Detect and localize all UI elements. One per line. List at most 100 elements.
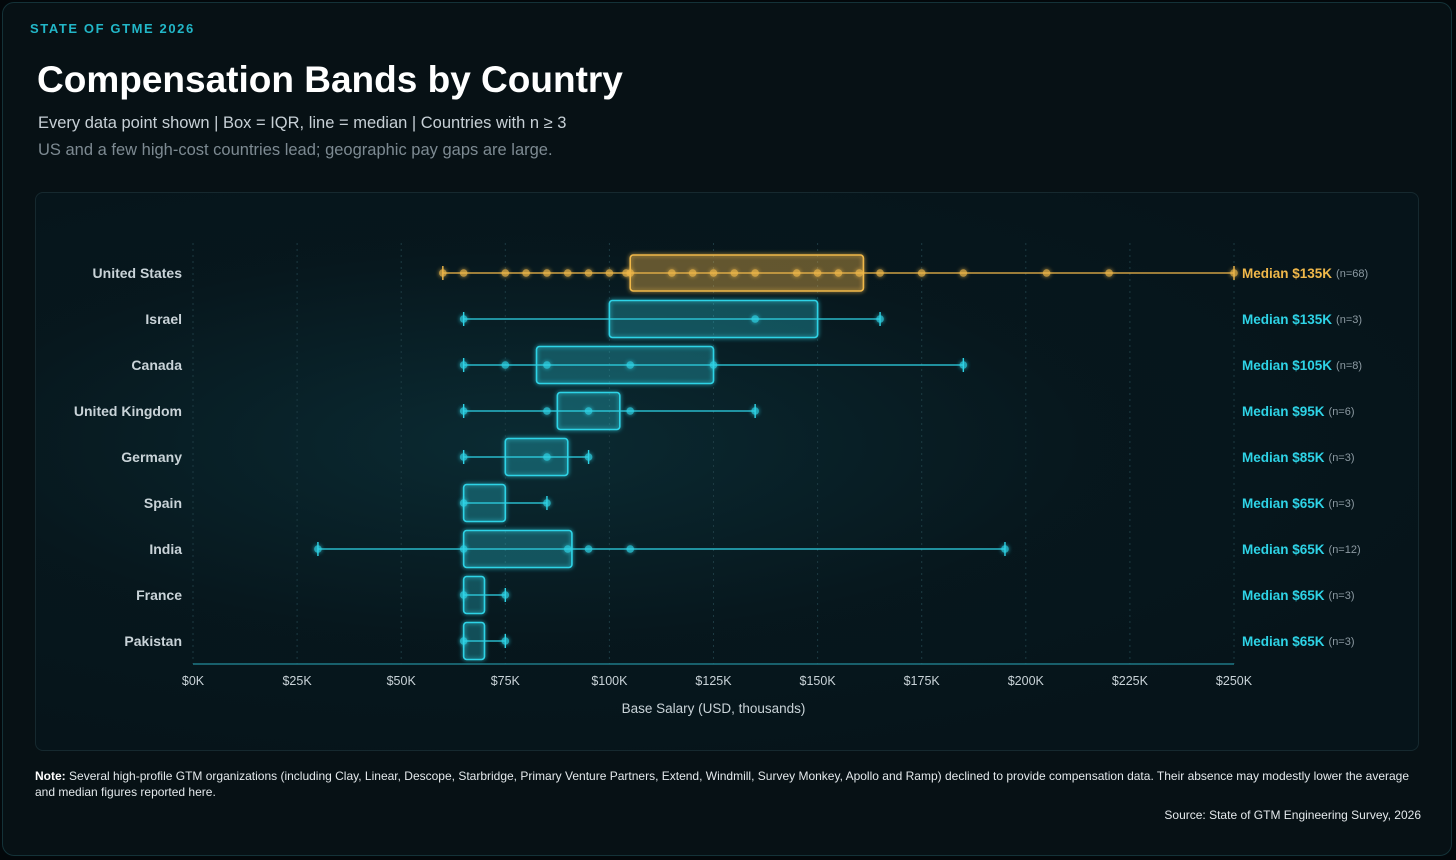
country-label: Pakistan (124, 633, 182, 649)
data-point (1042, 269, 1051, 277)
footnote-text: Several high-profile GTM organizations (… (35, 769, 1410, 799)
data-point (688, 269, 697, 277)
country-row-2: Canada Median $105K (n=8) (131, 345, 1362, 385)
data-point (813, 269, 822, 277)
data-point (626, 545, 635, 553)
data-point (459, 315, 468, 323)
data-point (584, 269, 593, 277)
chart-subtitle: Every data point shown | Box = IQR, line… (38, 114, 567, 132)
data-point (543, 269, 551, 277)
x-tick-label-9: $225K (1112, 674, 1149, 688)
x-tick-label-3: $75K (491, 674, 521, 688)
report-eyebrow: STATE OF GTME 2026 (30, 21, 195, 36)
country-label: United States (93, 265, 183, 281)
iqr-box (629, 254, 865, 292)
median-label: Median $135K (1242, 312, 1332, 327)
box-plot-chart: $0K $25K $50K $75K $100K $125K $150K $175K $200K… (74, 243, 1368, 716)
median-label: Median $135K (1242, 266, 1332, 281)
median-label: Median $95K (1242, 404, 1325, 419)
data-point (543, 407, 551, 415)
data-point (563, 545, 572, 553)
data-point (792, 269, 801, 277)
country-label: Spain (144, 495, 182, 511)
country-row-5: Spain Median $65K (n=3) (144, 483, 1355, 523)
country-row-8: Pakistan Median $65K (n=3) (124, 621, 1355, 661)
data-point (459, 269, 468, 277)
data-point (543, 361, 551, 369)
data-point (1230, 269, 1238, 277)
x-tick-label-10: $250K (1216, 674, 1253, 688)
iqr-box (535, 345, 715, 385)
data-point (584, 453, 593, 461)
data-point (668, 269, 676, 277)
iqr-box (462, 529, 573, 569)
data-point (709, 361, 718, 369)
country-row-0: United States Median $135K (n=68) (93, 254, 1368, 292)
data-point (751, 407, 759, 415)
data-point (876, 269, 884, 277)
data-point (834, 269, 843, 277)
data-point (959, 269, 968, 277)
x-tick-label-6: $150K (800, 674, 837, 688)
data-point (501, 591, 510, 599)
x-tick-label-4: $100K (591, 674, 628, 688)
data-point (314, 545, 322, 553)
chart-panel: $0K $25K $50K $75K $100K $125K $150K $175K $200K… (35, 192, 1419, 751)
data-point (501, 637, 510, 645)
data-point (626, 269, 635, 277)
footnote: Note: Several high-profile GTM organizat… (35, 768, 1425, 800)
median-label: Median $65K (1242, 588, 1325, 603)
data-point (584, 545, 593, 553)
x-tick-label-1: $25K (282, 674, 312, 688)
sample-size-label: (n=3) (1336, 314, 1362, 326)
country-label: India (149, 541, 182, 557)
iqr-box (608, 299, 819, 339)
country-label: Israel (145, 311, 182, 327)
data-point (855, 269, 864, 277)
country-label: United Kingdom (74, 403, 182, 419)
data-point (1105, 269, 1113, 277)
country-label: France (136, 587, 182, 603)
chart-tagline: US and a few high-cost countries lead; g… (38, 141, 553, 159)
country-row-3: United Kingdom Median $95K (n=6) (74, 391, 1355, 431)
country-row-1: Israel Median $135K (n=3) (145, 299, 1362, 339)
data-point (522, 269, 530, 277)
data-point (459, 453, 468, 461)
x-tick-label-0: $0K (182, 674, 205, 688)
sample-size-label: (n=68) (1336, 268, 1368, 280)
data-point (439, 269, 447, 277)
data-point (959, 361, 968, 369)
data-point (459, 361, 468, 369)
data-point (1001, 545, 1009, 553)
sample-size-label: (n=8) (1336, 360, 1362, 372)
median-label: Median $65K (1242, 634, 1325, 649)
data-point (605, 269, 614, 277)
data-point (709, 269, 718, 277)
x-tick-label-7: $175K (904, 674, 941, 688)
country-label: Germany (121, 449, 182, 465)
data-point (730, 269, 739, 277)
x-axis-title: Base Salary (USD, thousands) (622, 701, 806, 716)
data-point (501, 269, 510, 277)
median-label: Median $85K (1242, 450, 1325, 465)
country-row-7: France Median $65K (n=3) (136, 575, 1355, 615)
median-label: Median $65K (1242, 542, 1325, 557)
country-row-4: Germany Median $85K (n=3) (121, 437, 1355, 477)
x-tick-label-5: $125K (695, 674, 732, 688)
footnote-label: Note: (35, 769, 66, 783)
iqr-box (462, 483, 507, 523)
median-label: Median $65K (1242, 496, 1325, 511)
data-point (501, 361, 510, 369)
data-point (543, 499, 551, 507)
source-credit: Source: State of GTM Engineering Survey,… (1164, 808, 1421, 822)
sample-size-label: (n=3) (1329, 452, 1355, 464)
data-point (917, 269, 926, 277)
x-tick-label-8: $200K (1008, 674, 1045, 688)
sample-size-label: (n=3) (1329, 636, 1355, 648)
sample-size-label: (n=6) (1329, 406, 1355, 418)
sample-size-label: (n=3) (1329, 498, 1355, 510)
sample-size-label: (n=12) (1329, 544, 1361, 556)
data-point (459, 407, 468, 415)
median-label: Median $105K (1242, 358, 1332, 373)
country-label: Canada (131, 357, 182, 373)
